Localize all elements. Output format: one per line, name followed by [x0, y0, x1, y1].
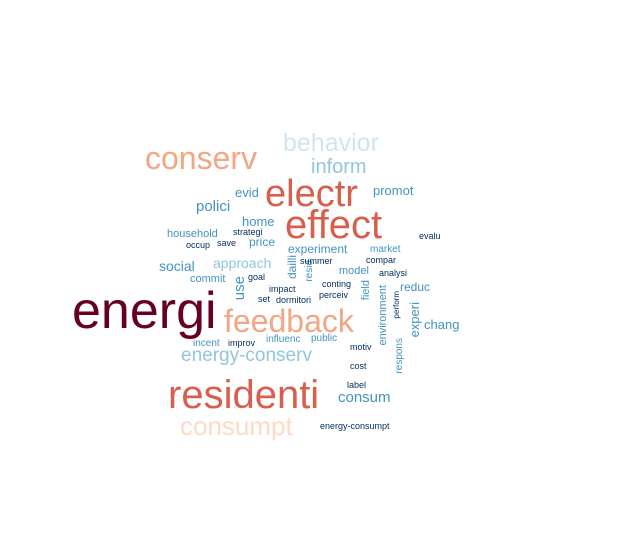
word-analysi: analysi: [379, 268, 408, 278]
word-home: home: [242, 214, 275, 229]
word-commit: commit: [190, 273, 226, 285]
word-evid: evid: [235, 185, 259, 200]
word-save: save: [217, 238, 237, 248]
word-polici: polici: [196, 198, 231, 215]
word-inform: inform: [311, 156, 367, 178]
word-experiment: experiment: [288, 242, 348, 256]
word-household: household: [167, 228, 218, 240]
word-perform: perform: [392, 291, 401, 319]
word-occup: occup: [186, 240, 211, 250]
word-consumpt: consumpt: [180, 411, 293, 441]
word-conting: conting: [322, 279, 352, 289]
word-perceiv: perceiv: [319, 290, 349, 300]
word-label: label: [347, 380, 367, 390]
word-promot: promot: [373, 183, 414, 198]
word-impact: impact: [269, 284, 296, 294]
word-respons: respons: [394, 338, 405, 374]
word-feedback: feedback: [224, 303, 354, 339]
word-energy-conserv: energy-conserv: [181, 345, 312, 366]
word-conserv: conserv: [145, 140, 258, 176]
word-use: use: [231, 276, 248, 301]
word-compar: compar: [366, 255, 397, 265]
word-evalu: evalu: [419, 231, 441, 241]
word-model: model: [339, 265, 369, 277]
word-energi: energi: [72, 282, 217, 340]
word-dormitori: dormitori: [276, 295, 312, 305]
word-set: set: [258, 294, 271, 304]
word-strategi: strategi: [233, 227, 263, 237]
word-field: field: [360, 280, 372, 301]
word-summer: summer: [300, 256, 333, 266]
word-behavior: behavior: [283, 129, 379, 157]
word-market: market: [370, 244, 401, 255]
word-public: public: [311, 333, 338, 344]
word-influenc: influenc: [266, 334, 301, 345]
word-social: social: [159, 258, 195, 274]
word-price: price: [249, 235, 276, 249]
word-effect: effect: [285, 203, 383, 247]
word-dailli: dailli: [285, 255, 299, 280]
word-energy-consumpt: energy-consumpt: [320, 421, 390, 431]
word-chang: chang: [424, 317, 460, 332]
word-motiv: motiv: [350, 342, 372, 352]
word-cost: cost: [350, 361, 367, 371]
word-electr: electr: [265, 173, 358, 215]
word-reduc: reduc: [400, 280, 431, 294]
word-experi: experi: [407, 302, 422, 338]
word-incent: incent: [193, 338, 220, 349]
word-residenti: residenti: [168, 373, 320, 417]
word-goal: goal: [248, 272, 266, 282]
word-improv: improv: [228, 338, 256, 348]
word-approach: approach: [213, 255, 272, 271]
word-consum: consum: [338, 389, 391, 406]
word-environment: environment: [377, 285, 389, 346]
